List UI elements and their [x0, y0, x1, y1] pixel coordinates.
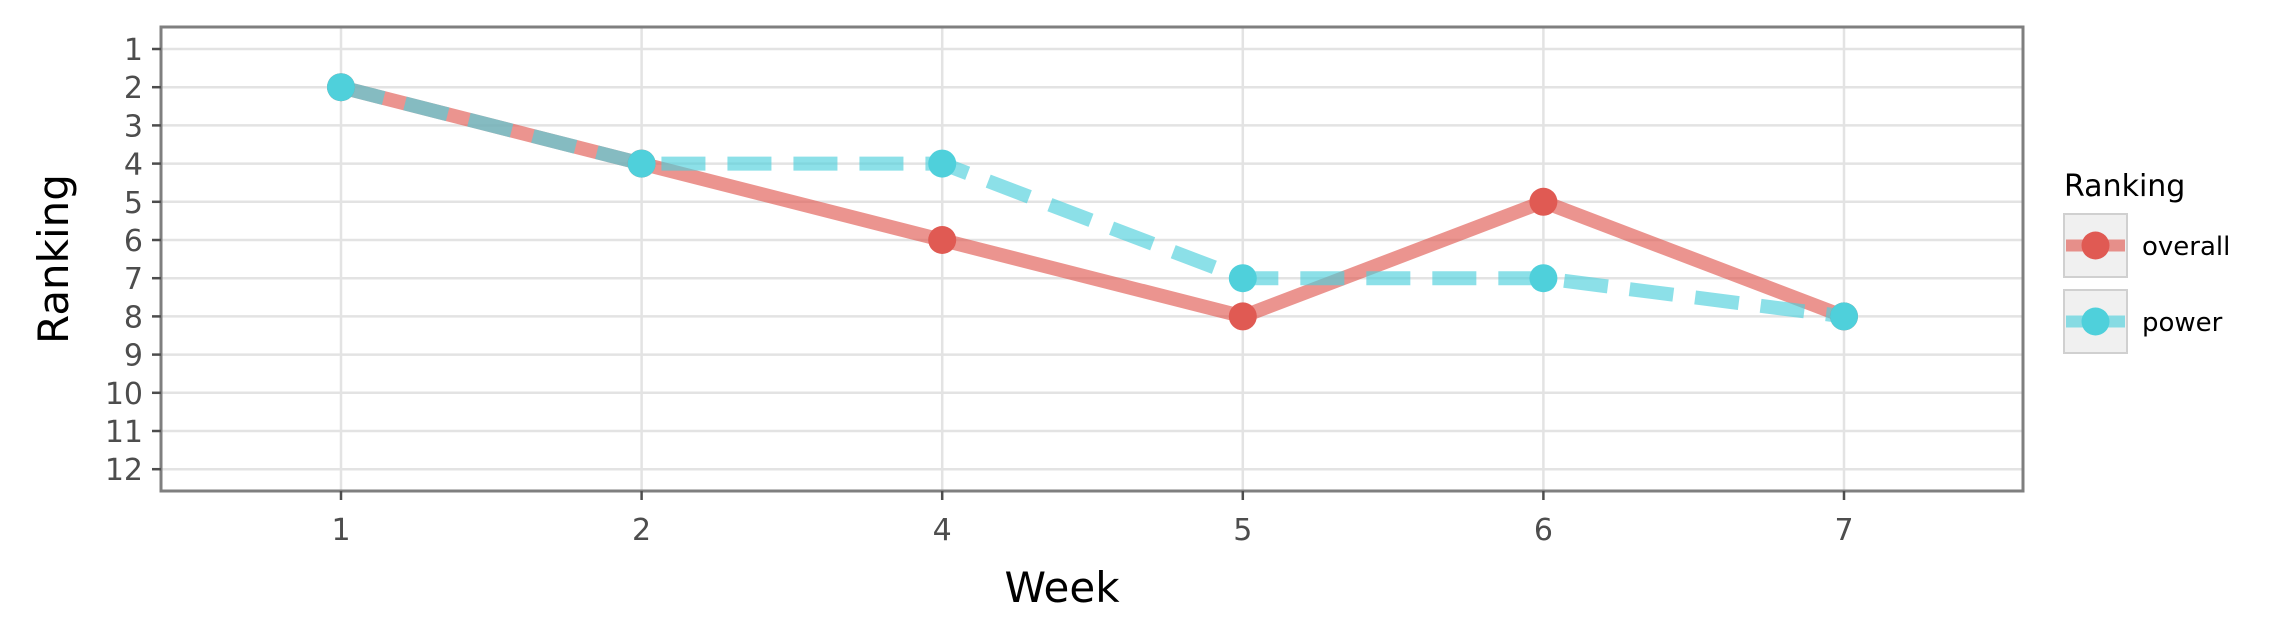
y-axis-title: Ranking: [29, 174, 78, 344]
x-axis-title: Week: [1004, 563, 1120, 612]
y-tick-label: 7: [124, 262, 143, 297]
x-tick-label: 4: [933, 513, 952, 548]
y-tick-label: 5: [124, 186, 143, 221]
y-tick-label: 12: [105, 453, 143, 488]
y-tick-label: 10: [105, 377, 143, 412]
series-lines: [339, 80, 1847, 324]
series-line-power: [339, 80, 1845, 324]
point-overall: [1228, 302, 1257, 331]
y-tick-label: 8: [124, 300, 143, 335]
y-tick-label: 11: [105, 415, 143, 450]
point-overall: [1529, 187, 1558, 216]
x-tick-label: 5: [1233, 513, 1252, 548]
point-power: [627, 149, 656, 178]
legend-label-power: power: [2142, 308, 2223, 338]
y-tick-label: 2: [124, 71, 143, 106]
y-tick-label: 9: [124, 339, 143, 374]
legend: Ranking overall power: [2063, 169, 2230, 354]
series-line-overall: [339, 80, 1847, 324]
point-overall: [928, 226, 957, 254]
legend-label-overall: overall: [2142, 232, 2230, 262]
legend-swatch-point-power: [2081, 307, 2110, 336]
y-tick-label: 4: [124, 148, 143, 183]
legend-swatch-point-overall: [2081, 231, 2110, 260]
x-tick-label: 1: [331, 513, 350, 548]
y-tick-label: 1: [124, 33, 143, 68]
y-tick-label: 3: [124, 109, 143, 144]
panel-border: [159, 25, 2025, 493]
legend-title: Ranking: [2064, 169, 2185, 204]
x-axis-ticks: 1 2 4 5 6 7: [331, 491, 1854, 548]
point-power: [1529, 264, 1558, 293]
point-power: [928, 149, 957, 178]
x-gridlines: [339, 27, 1846, 491]
series-points: [327, 73, 1858, 331]
panel-background: [161, 27, 2023, 491]
x-tick-label: 6: [1534, 513, 1553, 548]
point-power: [327, 73, 355, 102]
x-tick-label: 7: [1834, 513, 1853, 548]
x-tick-label: 2: [632, 513, 651, 548]
y-tick-label: 6: [124, 224, 143, 259]
point-power: [1228, 264, 1257, 293]
point-power: [1830, 302, 1858, 331]
